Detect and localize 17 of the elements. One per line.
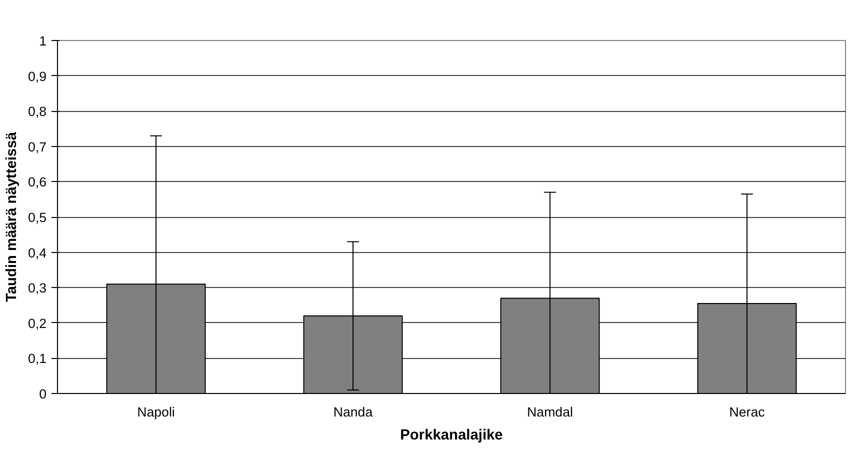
x-axis-title: Porkkanalajike xyxy=(400,428,503,444)
y-tick-label: 0,6 xyxy=(28,174,47,190)
y-tick-label: 0,8 xyxy=(28,104,47,120)
y-tick-label: 0 xyxy=(39,386,47,402)
y-axis-title: Taudin määrä näytteissä xyxy=(4,131,20,302)
y-tick-label: 0,5 xyxy=(28,210,47,225)
x-tick-label: Nerac xyxy=(729,404,766,420)
y-tick-label: 0,9 xyxy=(28,68,47,84)
x-tick-label: Napoli xyxy=(137,404,175,420)
y-tick-label: 0,3 xyxy=(28,280,47,296)
y-tick-label: 0,4 xyxy=(28,245,48,260)
y-tick-label: 0,1 xyxy=(28,351,47,366)
x-tick-label: Namdal xyxy=(527,404,573,420)
y-tick-label: 1 xyxy=(39,34,47,48)
y-tick-label: 0,7 xyxy=(28,139,47,154)
x-tick-label: Nanda xyxy=(333,404,374,420)
y-tick-label: 0,2 xyxy=(28,316,47,331)
